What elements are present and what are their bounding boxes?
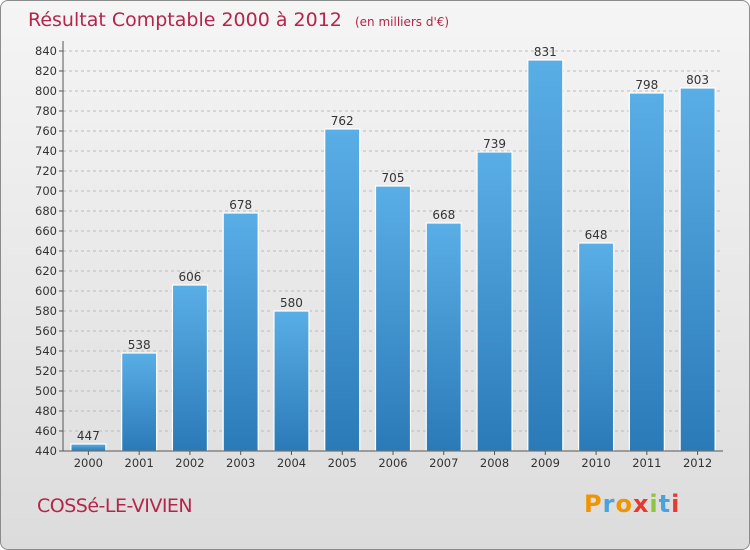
bar: [679, 87, 716, 452]
logo-letter: P: [584, 490, 603, 518]
bar-value-label: 831: [534, 45, 557, 59]
y-tick-label: 580: [35, 304, 57, 318]
x-tick-label: 2008: [480, 456, 509, 470]
logo-letter: o: [615, 490, 633, 518]
y-tick-label: 540: [35, 344, 57, 358]
x-tick-label: 2010: [581, 456, 610, 470]
bar-value-label: 648: [585, 228, 608, 242]
logo-letter: r: [602, 490, 616, 518]
y-tick-label: 680: [35, 204, 57, 218]
x-tick-label: 2011: [632, 456, 661, 470]
logo-letter: x: [632, 490, 650, 518]
y-tick-label: 460: [35, 424, 57, 438]
logo-letter: i: [671, 490, 681, 518]
bar: [374, 185, 412, 452]
y-tick-label: 820: [35, 64, 57, 78]
bar-value-label: 762: [331, 114, 354, 128]
x-tick-label: 2007: [429, 456, 458, 470]
chart-title-block: Résultat Comptable 2000 à 2012 (en milli…: [28, 9, 449, 31]
y-tick-label: 500: [35, 384, 57, 398]
bar-value-label: 447: [77, 429, 100, 443]
bar: [527, 59, 564, 452]
bar-value-label: 678: [229, 198, 252, 212]
proxiti-logo: Proxiti: [584, 490, 680, 518]
x-tick-label: 2005: [328, 456, 357, 470]
y-tick-label: 720: [35, 164, 57, 178]
x-tick-label: 2000: [74, 456, 103, 470]
x-tick-label: 2002: [175, 456, 204, 470]
bar: [425, 222, 462, 452]
y-tick-label: 600: [35, 284, 57, 298]
y-tick-label: 760: [35, 124, 57, 138]
x-tick-label: 2006: [378, 456, 407, 470]
y-tick-label: 620: [35, 264, 57, 278]
y-tick-label: 440: [35, 444, 57, 458]
bar: [121, 352, 158, 452]
chart-title: Résultat Comptable 2000 à 2012: [28, 9, 342, 31]
bar-value-label: 580: [280, 296, 303, 310]
bar-value-label: 803: [686, 73, 709, 87]
y-tick-label: 660: [35, 224, 57, 238]
commune-name: COSSé-LE-VIVIEN: [37, 495, 193, 517]
y-tick-label: 780: [35, 104, 57, 118]
bar: [222, 212, 259, 452]
x-tick-label: 2009: [531, 456, 560, 470]
bar: [476, 151, 513, 452]
bar: [324, 128, 361, 452]
axes: 440 460 480 500 520 540 560 580 600 620 640 660 680 7…: [35, 41, 723, 470]
y-tick-label: 700: [35, 184, 57, 198]
y-tick-label: 840: [35, 44, 57, 58]
bar-value-label: 668: [432, 208, 455, 222]
y-tick-label: 800: [35, 84, 57, 98]
x-tick-label: 2004: [277, 456, 306, 470]
bar-value-label: 538: [128, 338, 151, 352]
y-tick-label: 480: [35, 404, 57, 418]
bar: [171, 284, 209, 452]
bar-value-label: 798: [635, 78, 658, 92]
logo-letter: i: [649, 490, 659, 518]
bar: [70, 443, 107, 452]
y-tick-label: 740: [35, 144, 57, 158]
bar-value-label: 739: [483, 137, 506, 151]
chart-subtitle: (en milliers d'€): [354, 15, 450, 29]
bar: [628, 92, 665, 452]
y-tick-label: 560: [35, 324, 57, 338]
bar-value-label: 705: [382, 171, 405, 185]
x-tick-label: 2012: [683, 456, 712, 470]
x-tick-label: 2003: [226, 456, 255, 470]
bar: [577, 242, 615, 452]
y-tick-label: 640: [35, 244, 57, 258]
bars: [70, 59, 716, 452]
bar-value-label: 606: [178, 270, 201, 284]
bar: [273, 310, 310, 452]
logo-letter: t: [658, 490, 672, 518]
y-tick-label: 520: [35, 364, 57, 378]
x-tick-label: 2001: [125, 456, 154, 470]
